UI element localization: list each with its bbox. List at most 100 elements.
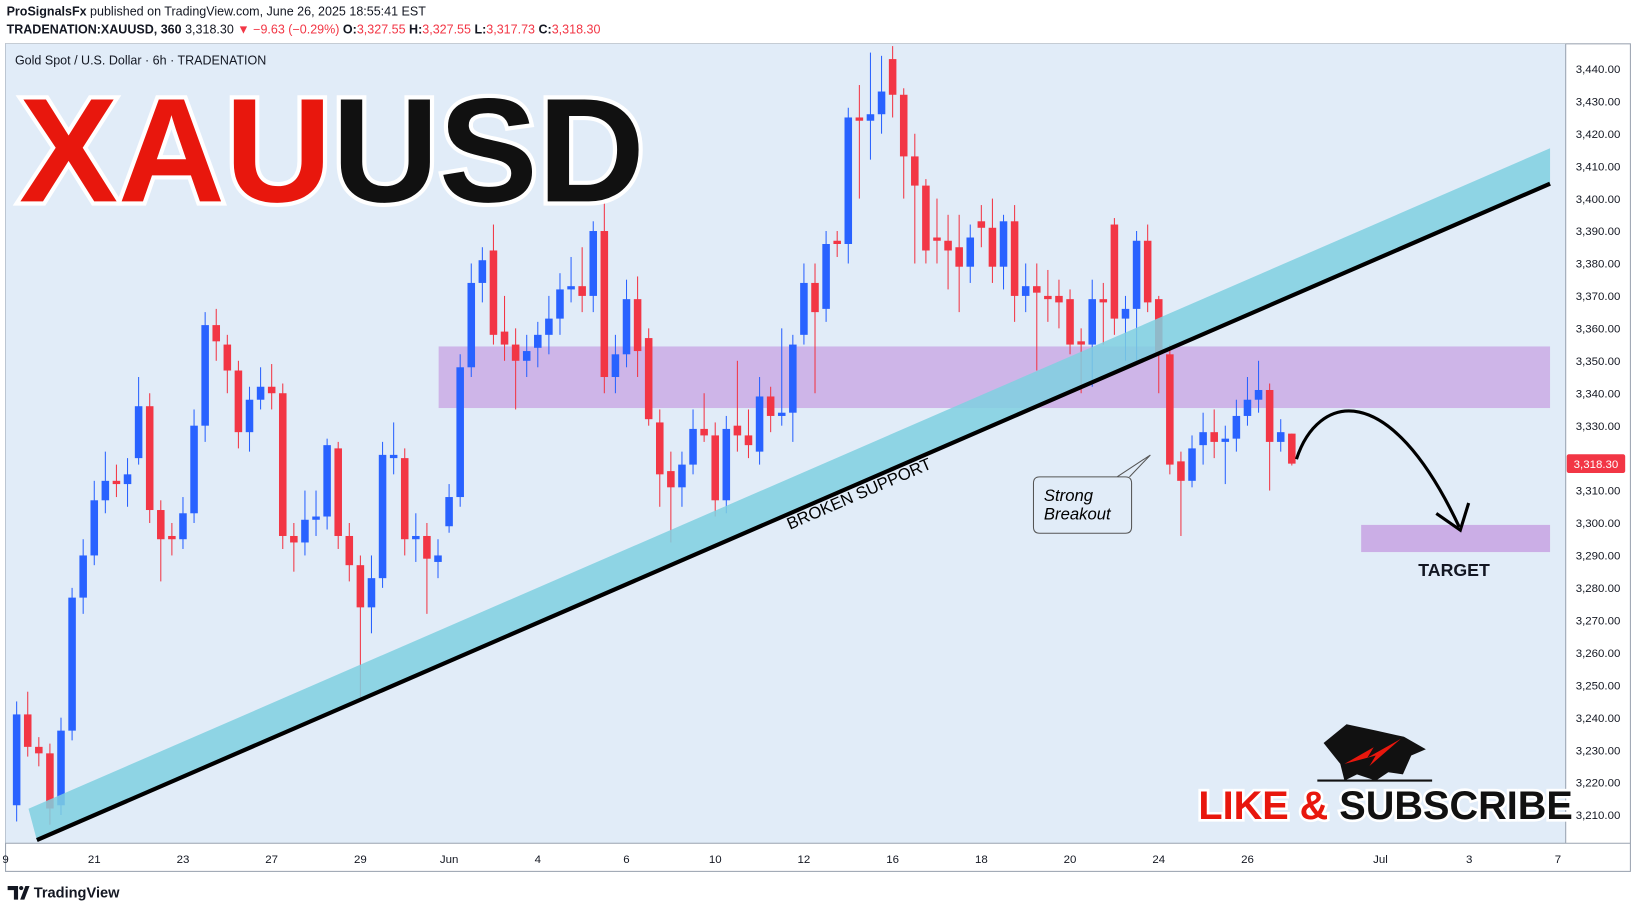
candle-body [400,458,409,540]
candle-body [866,114,875,121]
candle-body [589,231,598,296]
y-tick-label: 3,380.00 [1576,259,1621,271]
x-tick-label: 23 [177,854,190,866]
y-tick-label: 3,270.00 [1576,616,1621,628]
candle-body [234,370,243,433]
candle-body [157,510,165,540]
candle-body [179,513,187,540]
candle-body [456,367,464,498]
candle-body [123,474,132,485]
y-tick-label: 3,440.00 [1576,64,1621,76]
pane-title: Gold Spot / U.S. Dollar · 6h · TRADENATI… [15,54,266,68]
candle-body [667,471,675,488]
candle-body [1254,389,1263,400]
y-tick-label: 3,410.00 [1576,161,1621,173]
candle-body [911,156,919,186]
x-tick-label: Jul [1373,854,1388,866]
candle-body [423,535,431,559]
l-value: 3,317.73 [486,22,535,36]
bull-shape [1323,724,1426,781]
h-label: H: [409,22,422,36]
publish-line: ProSignalsFx published on TradingView.co… [7,5,427,19]
y-tick-label: 3,370.00 [1576,291,1621,303]
candle-body [777,412,786,416]
candle-body [1221,438,1230,442]
headline-red: XAU [19,68,332,233]
candles [12,46,1296,825]
candle-body [101,480,110,501]
candle-body [1276,432,1285,442]
candle-body [611,354,620,378]
x-tick-label: 20 [1064,854,1077,866]
candle-body [522,351,531,361]
x-tick-label: 6 [623,854,629,866]
candle-body [977,221,986,228]
x-tick-label: 4 [535,854,542,866]
candle-body [689,428,697,465]
y-tick-label: 3,260.00 [1576,648,1621,660]
candle-body [312,516,320,520]
candle-body [1143,240,1152,303]
candle-body [1132,240,1141,309]
x-tick-label: 29 [354,854,367,866]
candle-body [822,243,830,309]
cta: LIKE & SUBSCRIBE [1198,784,1572,828]
candle-body [489,250,498,335]
candle-body [877,91,886,115]
x-tick-label: 9 [2,854,8,866]
x-tick-label: 26 [1241,854,1254,866]
candle-body [256,386,265,400]
bull-logo [1317,724,1433,782]
candle-body [1243,399,1252,416]
candle-body [1033,286,1041,293]
last-price-label: 3,318.30 [1574,459,1619,471]
candle-body [79,555,87,598]
x-tick-label: Jun [440,854,459,866]
y-tick-label: 3,360.00 [1576,324,1621,336]
x-tick-label: 27 [265,854,278,866]
candle-body [711,435,719,501]
x-tick-label: 10 [709,854,722,866]
breakout-label-2: Breakout [1044,505,1112,524]
cta-red: LIKE & [1198,784,1328,828]
candle-body [844,117,853,244]
candle-body [389,454,398,459]
candle-body [68,597,76,731]
forecast-arrow [1294,409,1461,528]
candle-body [999,221,1008,267]
candle-body [1265,389,1274,442]
candle-body [90,500,99,556]
candle-body [633,299,642,352]
candle-body [933,237,941,241]
l-label: L: [474,22,486,36]
candle-body [534,334,542,348]
x-tick-label: 7 [1555,854,1561,866]
candle-body [1099,299,1108,303]
candle-body [955,247,963,267]
candle-body [511,344,520,361]
candle-body [622,299,631,355]
candle-body [23,714,32,747]
breakout-callout [1032,454,1151,534]
candle-body [212,325,221,342]
price: 3,318.30 [185,22,234,36]
y-tick-label: 3,330.00 [1576,421,1621,433]
candle-body [966,237,975,267]
y-tick-label: 3,400.00 [1576,194,1621,206]
y-tick-label: 3,300.00 [1576,518,1621,530]
bull-arrow [1344,738,1401,766]
candle-body [12,714,21,806]
candle-body [201,325,209,426]
candle-body [467,282,476,368]
candle-body [811,282,819,313]
y-tick-label: 3,430.00 [1576,96,1621,108]
candle-body [1188,448,1196,481]
o-label: O: [343,22,357,36]
candle-body [567,286,575,290]
candle-body [1232,415,1241,439]
y-tick-label: 3,280.00 [1576,583,1621,595]
y-tick-label: 3,240.00 [1576,713,1621,725]
target-label: TARGET [1418,560,1490,580]
y-tick-label: 3,250.00 [1576,680,1621,692]
